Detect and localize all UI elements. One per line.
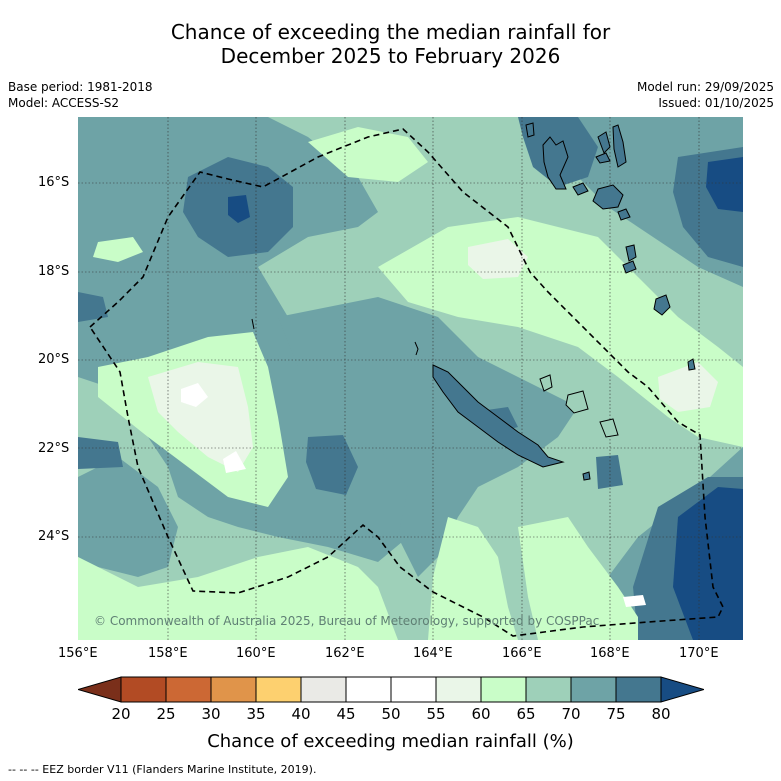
lon-tick-166e: 166°E bbox=[502, 646, 542, 661]
lat-tick-18s: 18°S bbox=[38, 264, 70, 279]
colorbar-cell-75-80 bbox=[615, 676, 662, 703]
eez-border bbox=[88, 128, 724, 637]
model-run: Model run: 29/09/2025 bbox=[636, 80, 774, 94]
colorbar-label-35: 35 bbox=[246, 705, 266, 723]
band-75-80-small-2 bbox=[596, 455, 623, 489]
band-50-55-small-3 bbox=[623, 595, 646, 607]
lat-tick-24s: 24°S bbox=[38, 529, 70, 544]
lon-tick-160e: 160°E bbox=[236, 646, 276, 661]
band-60-65-south bbox=[428, 517, 518, 640]
colorbar-label-30: 30 bbox=[201, 705, 221, 723]
lat-tick-22s: 22°S bbox=[38, 441, 70, 456]
band-50-55-small-1 bbox=[181, 383, 208, 407]
colorbar-label-65: 65 bbox=[516, 705, 536, 723]
small-isle-east bbox=[582, 471, 591, 481]
colorbar-label-50: 50 bbox=[381, 705, 401, 723]
colorbar-cell-35-40 bbox=[255, 676, 302, 703]
lon-tick-168e: 168°E bbox=[590, 646, 630, 661]
model-name: Model: ACCESS-S2 bbox=[8, 96, 120, 110]
band-55-60-east bbox=[468, 239, 528, 279]
issued-date: Issued: 01/10/2025 bbox=[658, 96, 774, 110]
colorbar-cell-40-45 bbox=[300, 676, 347, 703]
band-60-65-southcenter bbox=[518, 517, 638, 640]
lon-tick-158e: 158°E bbox=[148, 646, 188, 661]
colorbar-title: Chance of exceeding median rainfall (%) bbox=[207, 731, 574, 752]
band-55-60-west bbox=[148, 362, 253, 472]
new-caledonia-island bbox=[432, 364, 565, 468]
band-60-65-small-north bbox=[93, 237, 143, 262]
map-svg bbox=[78, 117, 743, 640]
lon-tick-164e: 164°E bbox=[413, 646, 453, 661]
colorbar-cell-45-50 bbox=[345, 676, 392, 703]
colorbar-label-20: 20 bbox=[111, 705, 131, 723]
eez-footnote: -- -- -- EEZ border V11 (Flanders Marine… bbox=[8, 763, 317, 776]
band-70-75-southwest bbox=[78, 457, 178, 577]
belep-island bbox=[414, 341, 419, 356]
colorbar-label-25: 25 bbox=[156, 705, 176, 723]
band-50-55-small-2 bbox=[223, 451, 246, 473]
band-60-65-center bbox=[378, 217, 743, 447]
colorbar-cell-70-75 bbox=[570, 676, 617, 703]
lon-tick-162e: 162°E bbox=[325, 646, 365, 661]
colorbar bbox=[78, 676, 704, 703]
colorbar-cell-55-60 bbox=[435, 676, 482, 703]
colorbar-cell-65-70 bbox=[525, 676, 572, 703]
colorbar-label-45: 45 bbox=[336, 705, 356, 723]
graticule bbox=[78, 117, 743, 640]
colorbar-cell-25-30 bbox=[165, 676, 212, 703]
lat-tick-20s: 20°S bbox=[38, 352, 70, 367]
colorbar-label-80: 80 bbox=[651, 705, 671, 723]
band-over-80-northwest bbox=[228, 195, 250, 223]
band-over-80-east bbox=[706, 157, 743, 212]
band-75-80-small-3 bbox=[78, 292, 108, 322]
colorbar-cell-20-25 bbox=[120, 676, 167, 703]
colorbar-cell-below-20 bbox=[78, 676, 122, 703]
vanuatu-islands bbox=[525, 122, 696, 371]
copyright-notice: © Commonwealth of Australia 2025, Bureau… bbox=[94, 614, 600, 628]
loyalty-island-1 bbox=[539, 374, 553, 392]
lat-tick-16s: 16°S bbox=[38, 175, 70, 190]
colorbar-label-60: 60 bbox=[471, 705, 491, 723]
band-60-65-north bbox=[308, 127, 428, 182]
colorbar-cell-30-35 bbox=[210, 676, 257, 703]
band-60-65-southwest bbox=[78, 547, 398, 640]
band-55-60-far-east bbox=[658, 362, 718, 412]
small-isle-southwest bbox=[251, 318, 255, 330]
lon-tick-156e: 156°E bbox=[58, 646, 98, 661]
colorbar-label-55: 55 bbox=[426, 705, 446, 723]
loyalty-island-3 bbox=[599, 418, 619, 438]
colorbar-label-70: 70 bbox=[561, 705, 581, 723]
colorbar-cell-above-80 bbox=[660, 676, 704, 703]
base-period: Base period: 1981-2018 bbox=[8, 80, 153, 94]
band-70-75-center bbox=[278, 297, 578, 577]
lon-tick-170e: 170°E bbox=[679, 646, 719, 661]
map-panel: © Commonwealth of Australia 2025, Bureau… bbox=[78, 117, 743, 640]
chart-title-line-2: December 2025 to February 2026 bbox=[220, 44, 561, 68]
chart-title-line-1: Chance of exceeding the median rainfall … bbox=[170, 20, 611, 44]
band-75-80-west-strip bbox=[78, 437, 123, 469]
colorbar-cell-50-55 bbox=[390, 676, 437, 703]
colorbar-label-40: 40 bbox=[291, 705, 311, 723]
colorbar-cell-60-65 bbox=[480, 676, 527, 703]
loyalty-island-2 bbox=[565, 390, 589, 414]
band-over-80-southeast bbox=[673, 487, 743, 640]
colorbar-label-75: 75 bbox=[606, 705, 626, 723]
